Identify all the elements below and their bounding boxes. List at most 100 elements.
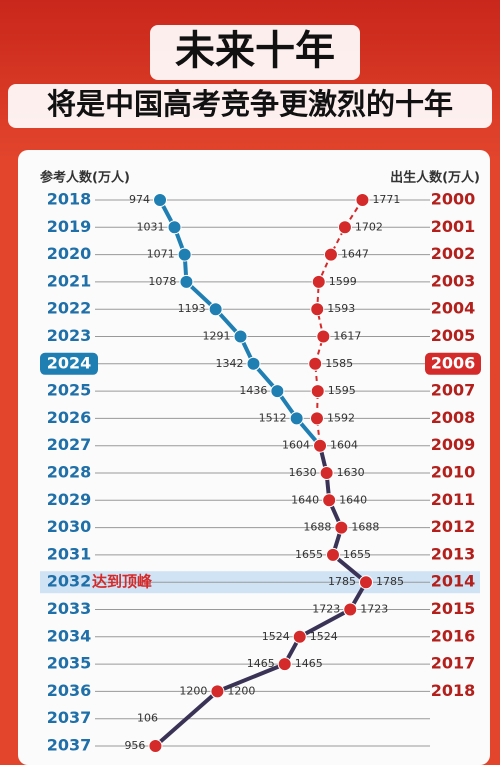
right-year: 2010 [431, 463, 476, 482]
exam-dot [177, 247, 192, 262]
birth-dot [337, 220, 352, 235]
right-year: 2002 [431, 244, 476, 263]
exam-label: 1436 [239, 384, 267, 397]
birth-label: 1599 [329, 275, 357, 288]
birth-dot [308, 356, 323, 371]
left-year: 2024 [47, 353, 92, 372]
exam-dot [270, 384, 285, 399]
highlight-left [40, 352, 98, 375]
birth-label: 1585 [325, 357, 353, 370]
exam-label: 1785 [328, 575, 356, 588]
exam-dot [167, 220, 182, 235]
exam-dot [343, 602, 358, 617]
right-year: 2003 [431, 271, 476, 290]
rows: 2018 2000 2019 2001 2020 2002 2021 2003 2022 2004… [40, 190, 481, 755]
panel [18, 150, 490, 765]
right-year: 2009 [431, 435, 476, 454]
left-year: 2026 [47, 408, 92, 427]
left-year: 2025 [47, 381, 92, 400]
right-axis-label: 出生人数(万人) [390, 170, 480, 186]
right-year: 2008 [431, 408, 476, 427]
exam-label: 1723 [312, 603, 340, 616]
dots: 974 1031 1071 1078 1193 1291 1342 1436 1512 1604 1… [124, 193, 404, 753]
title-panel [150, 25, 360, 80]
birth-dot [310, 302, 325, 317]
left-year: 2035 [47, 654, 92, 673]
exam-dot [358, 575, 373, 590]
exam-dot [208, 302, 223, 317]
right-year: 2016 [431, 626, 476, 645]
right-year: 2007 [431, 381, 476, 400]
subtitle-panel [8, 84, 492, 128]
left-year: 2037 [47, 708, 92, 727]
peak-note: 达到顶峰 [92, 573, 153, 591]
exam-dot [289, 411, 304, 426]
left-year: 2027 [47, 435, 92, 454]
exam-label: 1193 [178, 302, 206, 315]
left-year: 2030 [47, 517, 92, 536]
exam-dot [319, 466, 334, 480]
birth-label: 1617 [333, 330, 361, 343]
exam-label: 1031 [136, 220, 164, 233]
left-year: 2037 [47, 736, 92, 755]
exam-label: 1512 [259, 411, 287, 424]
birth-label: 1524 [310, 630, 338, 643]
birth-label: 1655 [343, 548, 371, 561]
exam-label: 1342 [215, 357, 243, 370]
birth-label: 1688 [351, 521, 379, 534]
birth-dot [311, 274, 326, 289]
birth-label: 1593 [327, 302, 355, 315]
left-year: 2028 [47, 463, 92, 482]
birth-label: 1647 [341, 248, 369, 261]
birth-dot [309, 411, 324, 426]
right-year: 2014 [431, 572, 476, 591]
right-year: 2015 [431, 599, 476, 618]
birth-label: 1640 [339, 493, 367, 506]
left-year: 2032 [47, 572, 92, 591]
left-year: 2022 [47, 299, 92, 318]
birth-label: 1630 [337, 466, 365, 479]
left-year: 2019 [47, 217, 92, 236]
birth-label: 1702 [355, 220, 383, 233]
birth-dot [310, 384, 325, 399]
birth-label: 1465 [295, 657, 323, 670]
exam-dot [148, 739, 163, 753]
right-year: 2018 [431, 681, 476, 700]
left-year: 2021 [47, 271, 92, 290]
left-year: 2033 [47, 599, 92, 618]
exam-dot [334, 520, 349, 535]
birth-dot [355, 193, 370, 207]
exam-dot [233, 329, 248, 344]
exam-dot [179, 274, 194, 289]
exam-dot [210, 684, 225, 699]
birth-label: 1604 [330, 439, 358, 452]
birth-label: 1595 [328, 384, 356, 397]
exam-label: 1071 [147, 248, 175, 261]
right-year: 2006 [431, 353, 476, 372]
exam-label: 1655 [295, 548, 323, 561]
exam-label: 1465 [247, 657, 275, 670]
partial-label: 106 [137, 712, 158, 725]
right-year: 2001 [431, 217, 476, 236]
birth-label: 1785 [376, 575, 404, 588]
left-year: 2018 [47, 190, 92, 209]
exam-label: 1640 [291, 493, 319, 506]
left-axis-label: 参考人数(万人) [40, 170, 130, 186]
exam-label: 1630 [289, 466, 317, 479]
right-year: 2012 [431, 517, 476, 536]
birth-dot [323, 247, 338, 262]
exam-dot [153, 193, 168, 207]
exam-dot [313, 438, 328, 453]
chart-subtitle: 将是中国高考竞争更激烈的十年 [47, 87, 453, 121]
birth-label: 1771 [372, 193, 400, 206]
exam-label: 1524 [262, 630, 290, 643]
right-year: 2013 [431, 544, 476, 563]
left-year: 2029 [47, 490, 92, 509]
right-year: 2000 [431, 190, 476, 209]
exam-dot [292, 629, 307, 644]
exam-dot [322, 493, 337, 508]
right-year: 2017 [431, 654, 476, 673]
exam-dot [325, 547, 340, 562]
birth-label: 1200 [227, 684, 255, 697]
exam-label: 956 [124, 739, 145, 752]
